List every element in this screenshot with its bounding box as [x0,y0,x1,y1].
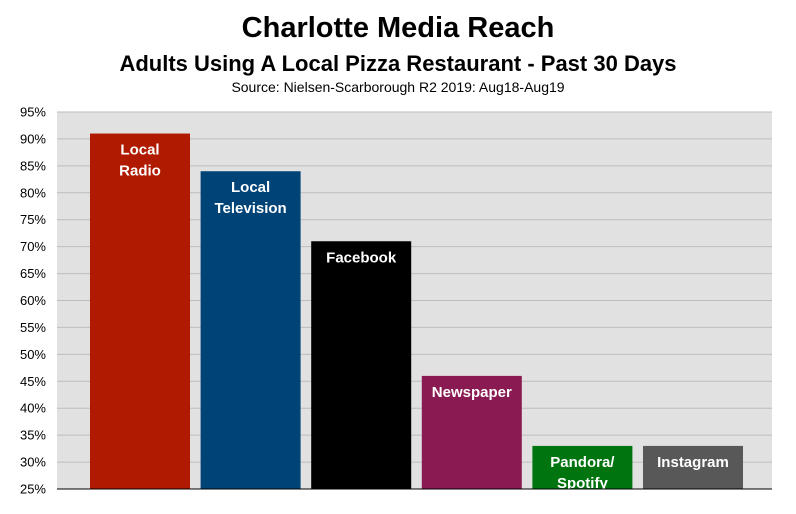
y-tick-label: 90% [20,131,46,146]
y-tick-label: 25% [20,482,46,497]
bar [532,445,633,489]
chart-source: Source: Nielsen-Scarborough R2 2019: Aug… [231,79,565,95]
y-tick-label: 55% [20,320,46,335]
y-tick-label: 70% [20,239,46,254]
y-tick-label: 85% [20,158,46,173]
y-tick-label: 30% [20,455,46,470]
y-tick-label: 75% [20,212,46,227]
y-tick-label: 45% [20,374,46,389]
y-axis-ticks: 25% 30% 35% 40% 45% 50% 55% 60% 65% 70% 75% 80% 85% 9… [20,105,46,497]
chart-subtitle: Adults Using A Local Pizza Restaurant - … [119,51,677,76]
bar-label: Spotify [557,475,608,492]
bar [200,171,301,489]
bars: Local Radio Local Television Facebook Newspap… [90,133,743,492]
y-tick-label: 60% [20,293,46,308]
y-tick-label: 50% [20,347,46,362]
y-tick-label: 95% [20,105,46,120]
bar-label: Facebook [326,249,397,266]
y-tick-label: 40% [20,401,46,416]
chart-title: Charlotte Media Reach [241,12,555,44]
y-tick-label: 80% [20,185,46,200]
bar-label: Newspaper [432,384,512,401]
bar-label: Television [214,200,286,217]
y-tick-label: 35% [20,428,46,443]
y-tick-label: 65% [20,266,46,281]
bar-label: Radio [119,163,161,180]
bar [643,445,743,489]
bar-label: Local [231,179,270,196]
bar-label: Instagram [657,454,729,471]
bar-label: Local [120,142,159,159]
bar-label: Pandora/ [550,454,615,471]
bar [421,375,522,489]
bar [90,133,190,490]
bar [311,241,412,489]
